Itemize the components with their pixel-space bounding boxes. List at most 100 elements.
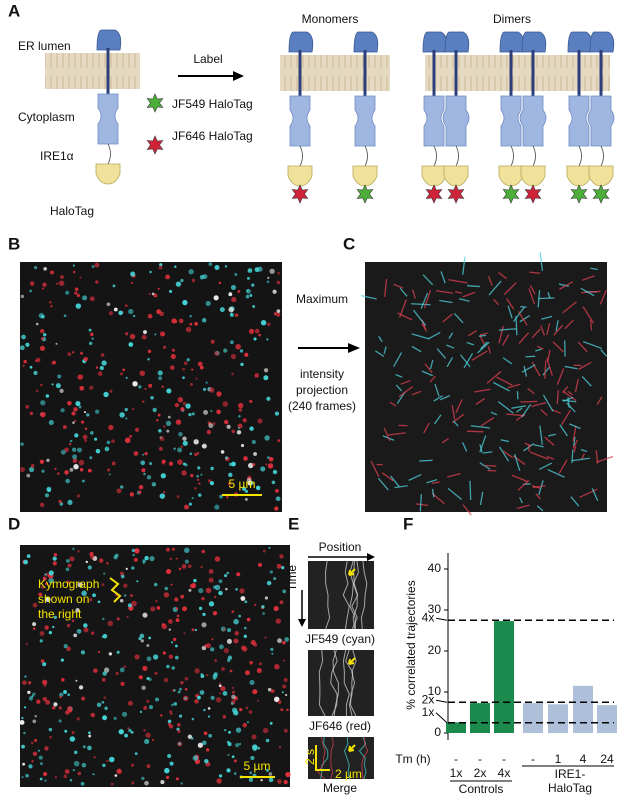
- er-tubule: [596, 455, 614, 463]
- spot: [161, 385, 165, 388]
- spot: [78, 459, 85, 466]
- spot: [244, 600, 248, 604]
- spot: [203, 387, 207, 391]
- spot: [103, 696, 107, 699]
- spot: [149, 705, 154, 710]
- spot: [183, 547, 190, 554]
- er-tubule: [479, 435, 487, 453]
- spot: [231, 694, 236, 700]
- spot: [59, 692, 64, 697]
- spot: [74, 433, 79, 438]
- er-tubule: [507, 305, 513, 319]
- reference-pointer: [435, 699, 448, 703]
- label: Cytoplasm: [18, 110, 75, 124]
- spot: [88, 734, 92, 738]
- spot: [258, 562, 263, 567]
- spot: [163, 677, 169, 683]
- spot: [25, 773, 29, 778]
- spot: [212, 611, 217, 616]
- er-tubule: [581, 375, 592, 387]
- er-tubule: [497, 401, 514, 414]
- spot: [267, 687, 272, 692]
- spot: [285, 771, 291, 778]
- spot: [268, 546, 271, 549]
- spot: [141, 685, 146, 691]
- spot: [77, 447, 82, 453]
- spot: [194, 699, 199, 704]
- linker: [578, 145, 582, 167]
- er-tubule: [439, 299, 453, 304]
- spot: [40, 400, 46, 406]
- spot: [169, 761, 174, 766]
- spot: [175, 777, 179, 781]
- annotation: Kymograph: [38, 577, 99, 591]
- spot: [76, 717, 80, 721]
- spot: [134, 548, 140, 554]
- spot: [148, 677, 152, 682]
- er-tubule: [539, 425, 543, 445]
- spot: [63, 774, 68, 779]
- spot: [170, 353, 176, 360]
- spot: [45, 582, 48, 585]
- er-tubule: [467, 330, 477, 337]
- spot: [124, 304, 128, 307]
- er-tubule: [519, 497, 523, 504]
- er-tubule: [446, 344, 455, 349]
- row-value: 24: [600, 752, 614, 766]
- spot: [210, 409, 213, 413]
- row-value: 4: [580, 752, 587, 766]
- spot: [245, 294, 250, 299]
- er-tubule: [378, 335, 383, 343]
- transmembrane: [509, 50, 513, 98]
- spot: [225, 456, 228, 460]
- er-tubule: [377, 477, 389, 491]
- spot: [40, 336, 45, 341]
- spot: [228, 292, 233, 297]
- spot: [211, 638, 214, 641]
- spot: [90, 332, 94, 337]
- spot: [186, 358, 190, 362]
- er-tubule: [370, 460, 380, 477]
- spot: [26, 554, 31, 558]
- er-tubule: [480, 332, 488, 336]
- spot: [176, 722, 181, 727]
- spot: [138, 385, 142, 389]
- spot: [83, 356, 88, 362]
- spot: [64, 769, 70, 774]
- spot: [145, 732, 151, 738]
- spot: [65, 478, 70, 484]
- er-tubule: [558, 459, 568, 474]
- spot: [58, 706, 62, 710]
- spot: [223, 647, 229, 654]
- spot: [206, 674, 209, 677]
- er-tubule: [577, 341, 588, 353]
- er-tubule: [436, 348, 447, 359]
- spot: [53, 615, 58, 620]
- er-tubule: [395, 384, 403, 392]
- spot: [235, 588, 238, 591]
- spot: [37, 749, 41, 752]
- spot: [169, 724, 174, 729]
- spot: [79, 385, 85, 391]
- spot: [226, 424, 231, 429]
- er-tubule: [383, 346, 387, 354]
- lumenal-domain: [353, 31, 379, 53]
- label: HaloTag: [50, 204, 94, 218]
- er-tubule: [530, 451, 549, 460]
- spot: [227, 628, 232, 633]
- spot: [180, 782, 183, 785]
- spot: [234, 273, 238, 276]
- er-tubule: [480, 416, 495, 427]
- spot: [230, 284, 237, 291]
- spot: [24, 706, 27, 709]
- spot: [266, 580, 272, 586]
- spot: [203, 731, 208, 736]
- spot: [231, 296, 237, 303]
- spot: [224, 574, 228, 578]
- spot: [219, 494, 223, 499]
- spot: [276, 312, 281, 317]
- spot: [170, 365, 175, 370]
- trace: [360, 560, 368, 630]
- er-tubule: [529, 285, 536, 295]
- er-tubule: [467, 285, 480, 288]
